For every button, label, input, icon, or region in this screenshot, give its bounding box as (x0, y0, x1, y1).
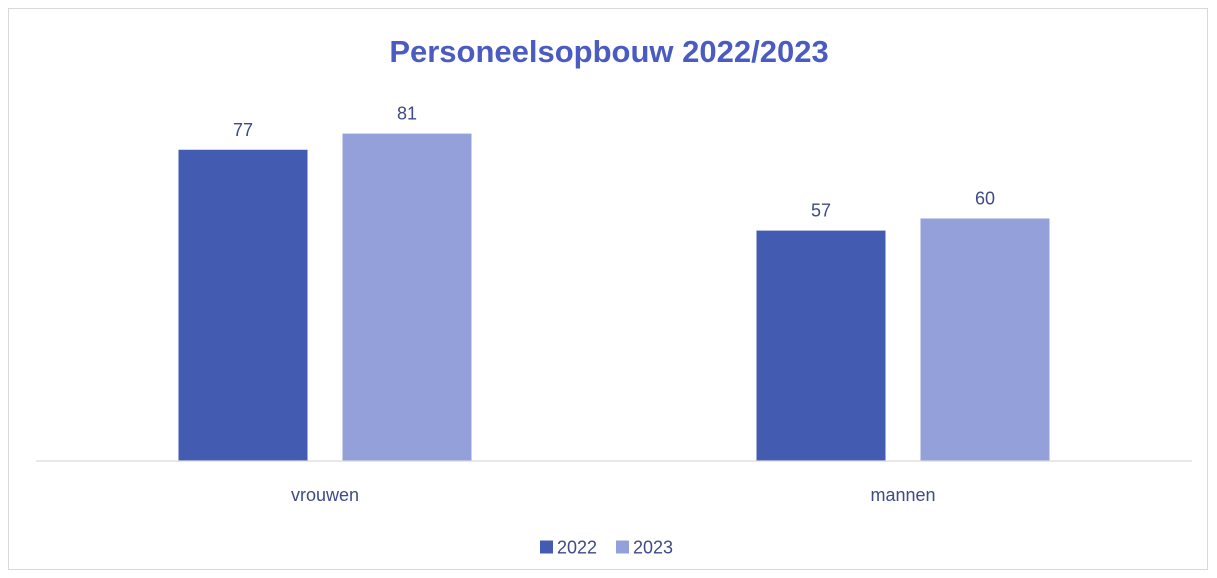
category-labels: vrouwen mannen (291, 485, 936, 505)
bar-mannen-2022 (756, 230, 886, 461)
legend-swatch-2022 (540, 540, 553, 554)
data-label-mannen-2023: 60 (975, 188, 995, 208)
bar-mannen-2023 (920, 218, 1050, 461)
legend-label-2022: 2022 (557, 538, 597, 558)
bar-vrouwen-2022 (178, 149, 308, 462)
legend: 2022 2023 (540, 538, 673, 558)
category-label-mannen: mannen (870, 485, 935, 505)
bar-vrouwen-2023 (342, 133, 472, 461)
bars-layer: 77 81 57 60 (178, 104, 1050, 462)
data-label-vrouwen-2023: 81 (397, 104, 417, 124)
data-label-mannen-2022: 57 (811, 201, 831, 221)
legend-label-2023: 2023 (633, 538, 673, 558)
category-label-vrouwen: vrouwen (291, 485, 359, 505)
data-label-vrouwen-2022: 77 (233, 120, 253, 140)
chart-title: Personeelsopbouw 2022/2023 (389, 34, 828, 69)
legend-swatch-2023 (616, 540, 629, 554)
